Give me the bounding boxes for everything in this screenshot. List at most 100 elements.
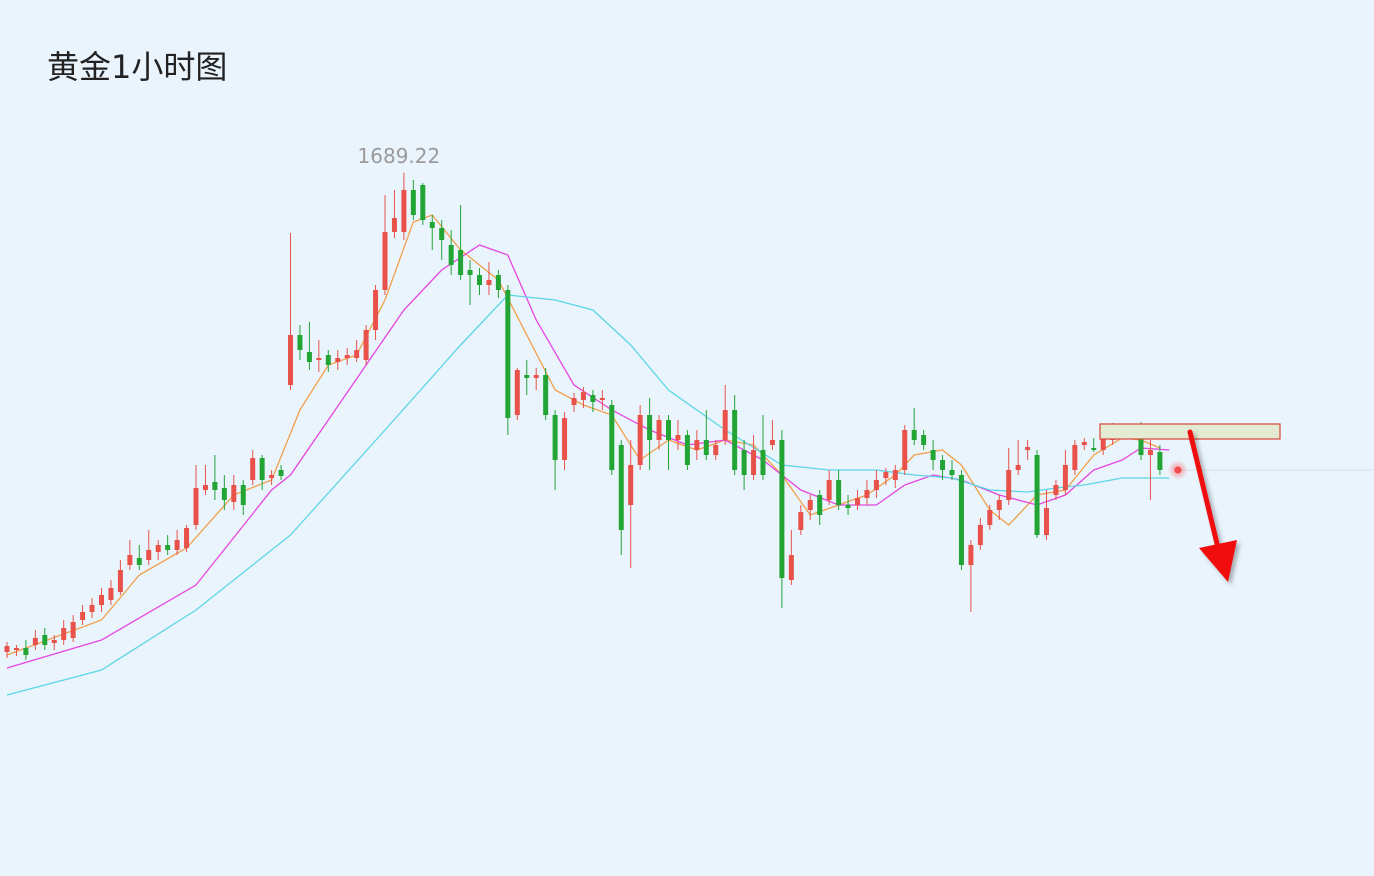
candle-body [269,475,275,478]
candle-body [826,480,832,500]
candle-body [1157,452,1163,470]
candle-body [911,430,917,440]
candle-body [1138,425,1144,455]
candle-body [703,440,709,455]
candle-body [240,485,246,505]
candle-body [855,498,860,505]
candle-body [486,280,492,285]
candle-body [184,528,190,548]
candle-body [467,270,473,275]
candle-body [193,488,199,525]
candle-body [221,488,227,500]
candle-body [571,398,577,405]
candle-body [637,415,643,465]
candle-body [70,622,76,638]
candle-body [146,550,152,560]
candle-body [1053,485,1059,495]
candle-body [722,410,728,440]
candle-body [250,458,256,480]
candle-body [1072,445,1078,470]
candle-body [212,482,218,490]
candle-body [363,330,369,360]
candle-body [297,335,303,350]
candle-body [174,540,180,550]
candle-body [656,420,662,440]
candle-body [155,545,161,552]
candle-body [4,646,10,652]
candle-body [344,355,350,358]
candle-body [599,398,605,400]
candle-body [940,460,946,470]
candle-body [732,410,738,470]
plot: 1689.22 [4,144,1374,696]
candle-body [316,358,322,360]
candle-body [543,375,549,415]
candle-body [1044,508,1049,535]
candle-body [335,358,341,362]
candle-body [618,445,624,530]
candle-body [873,480,879,490]
candle-body [1091,448,1097,450]
candle-body [108,588,114,600]
candle-body [325,355,331,365]
candle-body [647,415,653,440]
candle-body [864,490,870,498]
candle-body [1100,435,1106,450]
candle-body [892,470,898,480]
candle-body [202,485,208,490]
candle-body [306,352,312,362]
candle-body [1025,447,1031,450]
candle-body [1147,450,1153,455]
candle-body [61,628,67,640]
candle-body [23,648,29,655]
candle-body [666,420,671,440]
candle-body [420,185,426,220]
chart-title: 黄金1小时图 [47,48,227,86]
candle-body [987,510,993,525]
candle-body [51,640,57,643]
candle-body [1006,470,1012,500]
candle-body [80,612,86,620]
candle-body [439,228,445,240]
candle-body [609,405,615,470]
candle-body [996,500,1002,510]
candle-body [477,275,482,285]
candle-body [968,545,974,565]
candle-body [817,495,823,515]
candle-body [694,440,700,450]
candle-body [779,440,785,578]
candle-body [533,375,539,378]
candle-body [580,392,586,400]
candle-body [32,638,38,645]
down-arrow [1187,429,1237,582]
candle-body [760,450,766,475]
candle-body [798,512,804,530]
candle-body [514,370,520,415]
candle-body [165,545,171,550]
candle-body [99,595,104,605]
candle-body [401,190,407,232]
candle-body [495,275,501,290]
candle-body [562,418,568,460]
candle-body [505,290,511,418]
candle-body [1081,442,1087,445]
candle-body [741,450,747,475]
candle-body [684,435,690,465]
candle-body [1034,455,1040,535]
candle-body [13,648,19,650]
candle-body [958,475,964,565]
candle-body [382,232,388,290]
candle-body [883,472,889,478]
candle-body [845,505,851,508]
candle-body [807,500,813,510]
candle-body [930,450,936,460]
candle-body [429,222,435,228]
candle-body [278,470,284,476]
candle-body [117,570,123,592]
price-dot [1174,466,1182,474]
candle-body [751,450,757,475]
high-label: 1689.22 [358,144,441,168]
candle-body [788,555,794,580]
candle-body [373,290,379,330]
candle-body [1062,465,1068,490]
